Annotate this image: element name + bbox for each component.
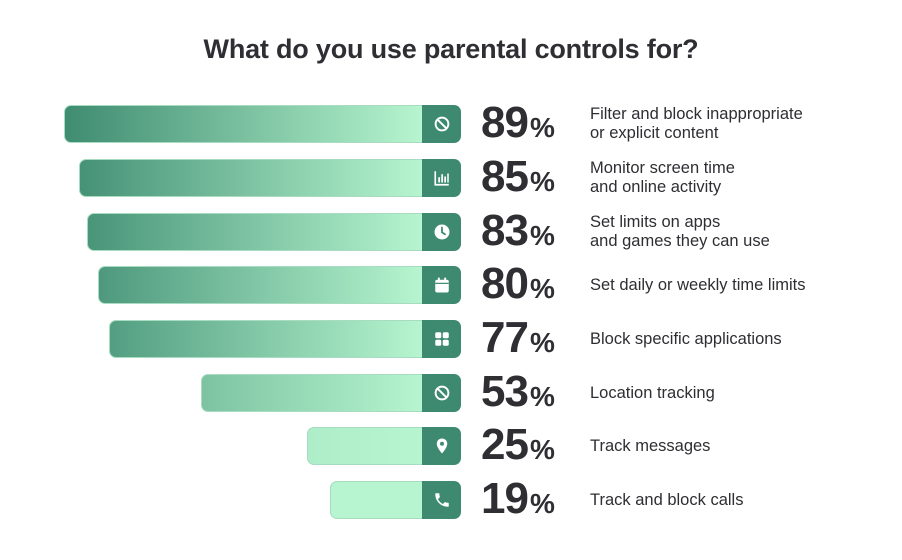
bar bbox=[87, 213, 422, 251]
category-label: Set daily or weekly time limits bbox=[590, 266, 890, 304]
bar bbox=[307, 427, 422, 465]
percent-sign: % bbox=[529, 381, 555, 412]
category-label: Location tracking bbox=[590, 374, 890, 412]
bar-row: 77% Block specific applications bbox=[0, 314, 902, 362]
bar bbox=[79, 159, 422, 197]
bar-row: 53% Location tracking bbox=[0, 368, 902, 416]
bar bbox=[98, 266, 422, 304]
category-label-line: and games they can use bbox=[590, 232, 770, 250]
category-label: Set limits on apps and games they can use bbox=[590, 213, 890, 251]
bar-row: 19% Track and block calls bbox=[0, 475, 902, 523]
category-label-line: Monitor screen time bbox=[590, 159, 735, 177]
category-label-line: Filter and block inappropriate bbox=[590, 105, 803, 123]
percent-sign: % bbox=[529, 273, 555, 304]
percent-number: 53 bbox=[481, 367, 529, 416]
category-label: Monitor screen time and online activity bbox=[590, 159, 890, 197]
percent-number: 19 bbox=[481, 474, 529, 523]
bar-row: 85% Monitor screen time and online activit… bbox=[0, 153, 902, 201]
block-icon bbox=[422, 374, 461, 412]
percent-sign: % bbox=[529, 327, 555, 358]
bar bbox=[201, 374, 422, 412]
bar-chart-icon bbox=[422, 159, 461, 197]
calendar-icon bbox=[422, 266, 461, 304]
category-label: Track and block calls bbox=[590, 481, 890, 519]
category-label-line: or explicit content bbox=[590, 124, 719, 142]
category-label-line: Location tracking bbox=[590, 383, 715, 402]
percent-sign: % bbox=[529, 166, 555, 197]
category-label: Filter and block inappropriate or explici… bbox=[590, 105, 890, 143]
percent-number: 80 bbox=[481, 259, 529, 308]
category-label: Block specific applications bbox=[590, 320, 890, 358]
category-label-line: Set daily or weekly time limits bbox=[590, 275, 806, 294]
percent-sign: % bbox=[529, 112, 555, 143]
percent-value: 89% bbox=[481, 99, 555, 147]
block-icon bbox=[422, 105, 461, 143]
percent-value: 85% bbox=[481, 153, 555, 201]
bar-row: 89% Filter and block inappropriate or expl… bbox=[0, 99, 902, 147]
location-pin-icon bbox=[422, 427, 461, 465]
percent-number: 25 bbox=[481, 420, 529, 469]
percent-sign: % bbox=[529, 434, 555, 465]
bar bbox=[64, 105, 422, 143]
category-label-line: Set limits on apps bbox=[590, 213, 721, 231]
bar bbox=[330, 481, 422, 519]
percent-sign: % bbox=[529, 220, 555, 251]
category-label-line: Track and block calls bbox=[590, 490, 744, 509]
clock-icon bbox=[422, 213, 461, 251]
percent-number: 89 bbox=[481, 98, 529, 147]
category-label-line: and online activity bbox=[590, 178, 722, 196]
percent-number: 77 bbox=[481, 313, 529, 362]
percent-value: 77% bbox=[481, 314, 555, 362]
chart-title: What do you use parental controls for? bbox=[203, 34, 699, 64]
percent-number: 83 bbox=[481, 206, 529, 255]
percent-number: 85 bbox=[481, 152, 529, 201]
apps-grid-icon bbox=[422, 320, 461, 358]
bar-row: 83% Set limits on apps and games they can … bbox=[0, 207, 902, 255]
percent-value: 80% bbox=[481, 260, 555, 308]
bar bbox=[109, 320, 422, 358]
percent-sign: % bbox=[529, 488, 555, 519]
category-label-line: Block specific applications bbox=[590, 329, 782, 348]
bar-row: 25% Track messages bbox=[0, 421, 902, 469]
percent-value: 53% bbox=[481, 368, 555, 416]
percent-value: 25% bbox=[481, 421, 555, 469]
category-label-line: Track messages bbox=[590, 436, 711, 455]
phone-icon bbox=[422, 481, 461, 519]
percent-value: 83% bbox=[481, 207, 555, 255]
bar-row: 80% Set daily or weekly time limits bbox=[0, 260, 902, 308]
category-label: Track messages bbox=[590, 427, 890, 465]
percent-value: 19% bbox=[481, 475, 555, 523]
